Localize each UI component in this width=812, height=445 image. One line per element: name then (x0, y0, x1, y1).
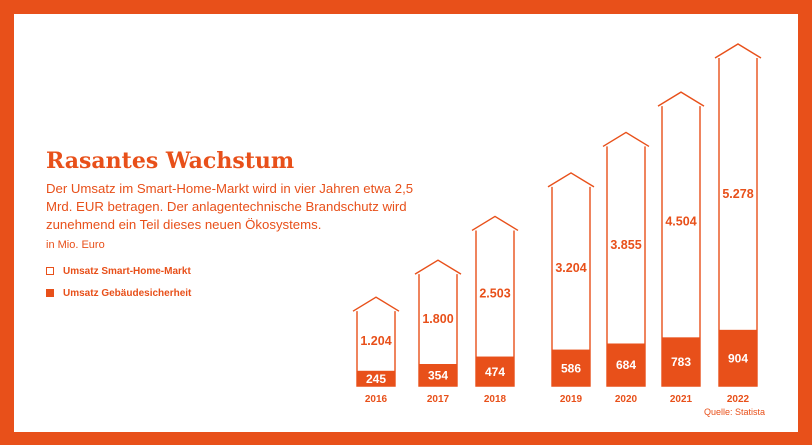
x-tick-label-2016: 2016 (365, 394, 388, 405)
value-label-smart-home-2022: 5.278 (722, 187, 753, 201)
value-label-smart-home-2018: 2.503 (479, 286, 510, 300)
legend-label-building-security: Umsatz Gebäudesicherheit (63, 287, 192, 299)
value-label-building-security-2022: 904 (728, 351, 748, 365)
bar-roof-2021 (657, 91, 705, 107)
bar-roof-2019 (547, 172, 595, 188)
chart-subtitle: Der Umsatz im Smart-Home-Markt wird in v… (46, 181, 414, 232)
bar-building-security-2016 (357, 370, 395, 386)
legend-swatch-filled (46, 289, 54, 297)
value-label-building-security-2021: 783 (671, 355, 691, 369)
bar-building-security-2021 (662, 337, 700, 386)
bar-roof-2017 (414, 259, 462, 275)
bar-roof-2020 (602, 131, 650, 148)
x-tick-label-2019: 2019 (560, 394, 583, 405)
x-tick-label-2020: 2020 (615, 394, 638, 405)
legend-label-smart-home: Umsatz Smart-Home-Markt (63, 265, 191, 277)
bar-building-security-2017 (419, 364, 457, 386)
value-label-smart-home-2021: 4.504 (665, 215, 696, 229)
value-label-building-security-2020: 684 (616, 358, 636, 372)
x-tick-label-2022: 2022 (727, 394, 750, 405)
bar-roof-2016 (352, 296, 400, 312)
legend-item-building-security: Umsatz Gebäudesicherheit (46, 286, 191, 300)
value-label-building-security-2019: 586 (561, 361, 581, 375)
bar-roof-2022 (714, 43, 762, 59)
value-label-building-security-2017: 354 (428, 369, 448, 383)
x-tick-label-2021: 2021 (670, 394, 693, 405)
value-label-smart-home-2019: 3.204 (555, 261, 586, 275)
infographic-panel: Rasantes Wachstum Der Umsatz im Smart-Ho… (14, 14, 798, 432)
bar-building-security-2022 (719, 329, 757, 386)
unit-label: in Mio. Euro (46, 239, 105, 251)
value-label-smart-home-2017: 1.800 (422, 312, 453, 326)
legend-swatch-outline (46, 267, 54, 275)
value-label-smart-home-2016: 1.204 (360, 334, 391, 348)
value-label-building-security-2018: 474 (485, 365, 505, 379)
source-note: Quelle: Statista (704, 407, 766, 417)
x-tick-label-2017: 2017 (427, 394, 450, 405)
bar-chart: 1.204 245 2016 1.800 354 2017 2.503 474 2018 3.20… (352, 43, 762, 405)
legend: Umsatz Smart-Home-Markt Umsatz Gebäudesi… (46, 264, 191, 308)
x-tick-label-2018: 2018 (484, 394, 507, 405)
bar-building-security-2020 (607, 343, 645, 386)
value-label-smart-home-2020: 3.855 (610, 238, 641, 252)
bar-roof-2018 (471, 215, 519, 232)
chart-title: Rasantes Wachstum (46, 148, 295, 174)
value-label-building-security-2016: 245 (366, 372, 386, 386)
legend-item-smart-home: Umsatz Smart-Home-Markt (46, 264, 191, 278)
bar-building-security-2019 (552, 349, 590, 386)
bar-building-security-2018 (476, 356, 514, 386)
